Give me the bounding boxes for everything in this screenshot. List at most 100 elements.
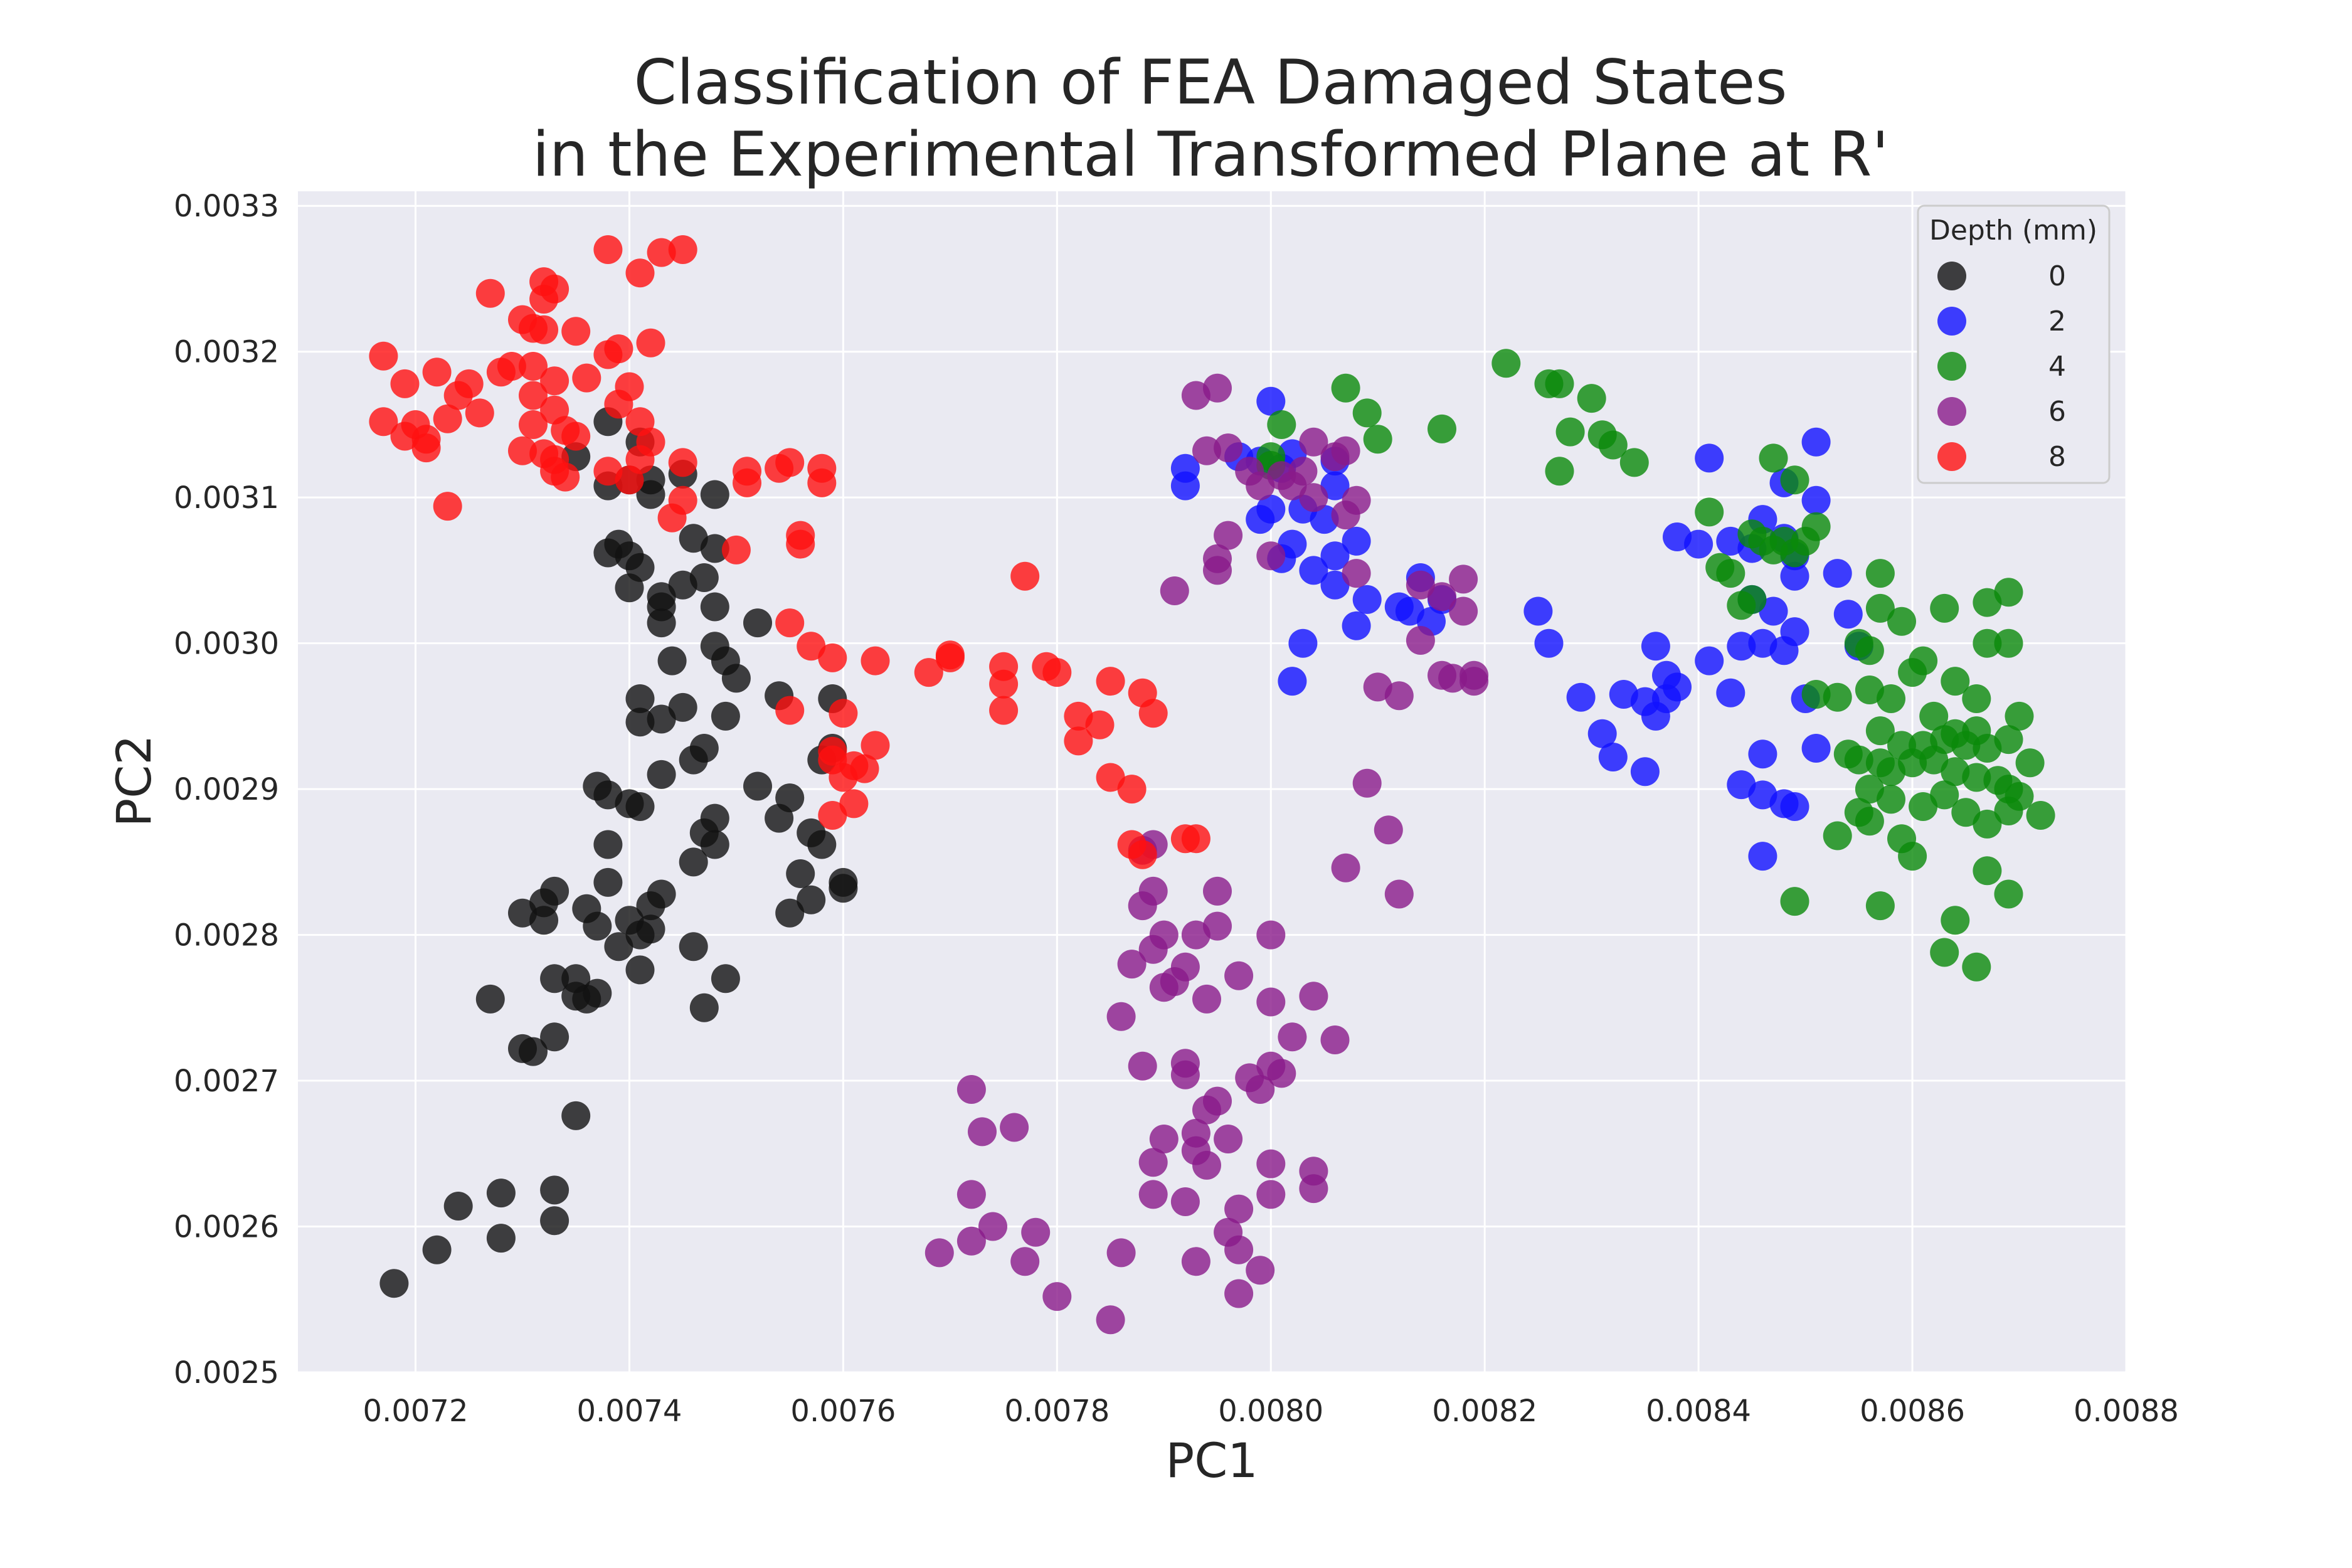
data-point	[1203, 876, 1232, 906]
data-point	[1428, 414, 1456, 443]
data-point	[1962, 684, 1991, 713]
data-point	[486, 1224, 516, 1253]
data-point	[1149, 1125, 1179, 1153]
data-point	[1973, 588, 2002, 617]
y-tick-label: 0.0030	[174, 627, 279, 662]
data-point	[593, 235, 623, 264]
legend-marker	[1937, 442, 1966, 471]
data-point	[636, 480, 665, 509]
data-point	[422, 358, 452, 387]
data-point	[1406, 570, 1435, 600]
data-point	[433, 404, 462, 433]
data-point	[551, 462, 580, 492]
y-tick-label: 0.0028	[174, 918, 279, 953]
data-point	[1534, 628, 1564, 658]
data-point	[1630, 757, 1660, 787]
data-point	[721, 664, 751, 693]
x-tick-labels: 0.0072 0.0074 0.0076 0.0078 0.0080 0.0082 0.00…	[363, 1394, 2179, 1429]
data-point	[829, 874, 858, 903]
data-point	[1021, 1217, 1051, 1247]
legend: Depth (mm) 0 2 4 6 8	[1917, 204, 2111, 484]
data-point	[1523, 596, 1553, 626]
data-point	[1823, 821, 1852, 850]
data-point	[1224, 1279, 1254, 1308]
data-point	[593, 830, 623, 859]
data-point	[1962, 952, 1991, 982]
data-point	[1406, 626, 1435, 655]
data-point	[657, 646, 687, 675]
data-point	[1352, 398, 1382, 428]
data-point	[647, 608, 676, 638]
data-point	[1598, 430, 1628, 460]
data-point	[1342, 559, 1371, 588]
data-point	[1299, 427, 1328, 457]
data-point	[572, 363, 601, 393]
data-point	[508, 436, 537, 465]
data-point	[1748, 842, 1777, 871]
data-point	[775, 696, 805, 725]
data-point	[369, 407, 398, 437]
data-point	[679, 745, 708, 775]
data-point	[733, 468, 761, 497]
data-point	[1331, 373, 1360, 403]
data-point	[861, 646, 890, 675]
data-point	[1951, 731, 1981, 760]
data-point	[1865, 559, 1895, 588]
data-point	[1459, 667, 1489, 696]
data-point	[797, 885, 826, 914]
data-point	[1801, 427, 1831, 457]
data-point	[1331, 853, 1360, 882]
data-point	[2026, 801, 2055, 830]
data-point	[1320, 471, 1350, 501]
data-point	[1727, 770, 1756, 800]
data-point	[1181, 1247, 1210, 1276]
data-point	[1428, 582, 1456, 612]
data-point	[540, 1206, 569, 1236]
data-point	[1951, 798, 1981, 827]
data-point	[1930, 938, 1959, 967]
x-tick-label: 0.0086	[1860, 1394, 1965, 1429]
data-point	[1994, 797, 2023, 825]
data-point	[625, 684, 655, 713]
data-point	[540, 964, 569, 993]
data-point	[711, 964, 740, 993]
data-point	[1320, 1025, 1350, 1054]
data-point	[1973, 809, 2002, 839]
data-point	[647, 238, 676, 267]
data-point	[1064, 726, 1093, 756]
data-point	[1844, 745, 1873, 775]
legend-label: 2	[2048, 305, 2066, 337]
data-point	[1203, 556, 1232, 585]
data-point	[561, 317, 591, 346]
data-point	[1256, 541, 1286, 571]
y-tick-label: 0.0025	[174, 1355, 279, 1391]
data-point	[604, 334, 633, 364]
data-point	[1214, 521, 1243, 550]
data-point	[647, 704, 676, 734]
data-point	[1865, 891, 1895, 921]
data-point	[625, 955, 655, 985]
data-point	[829, 699, 858, 728]
data-point	[1192, 436, 1221, 465]
data-point	[433, 492, 462, 521]
legend-marker	[1937, 397, 1966, 426]
data-point	[861, 731, 890, 760]
data-point	[1566, 682, 1596, 712]
legend-title: Depth (mm)	[1929, 215, 2097, 246]
data-point	[807, 468, 837, 497]
data-point	[475, 984, 505, 1014]
data-point	[668, 448, 697, 477]
data-point	[914, 658, 943, 687]
data-point	[1267, 1059, 1296, 1088]
data-point	[1695, 497, 1724, 527]
data-point	[540, 1022, 569, 1052]
data-point	[1994, 725, 2023, 755]
data-point	[924, 1238, 954, 1268]
data-point	[1278, 471, 1307, 501]
data-point	[1256, 1149, 1286, 1179]
data-point	[422, 1235, 452, 1264]
data-point	[1780, 887, 1809, 916]
data-point	[1042, 658, 1072, 687]
data-point	[593, 867, 623, 897]
data-point	[1299, 556, 1328, 585]
